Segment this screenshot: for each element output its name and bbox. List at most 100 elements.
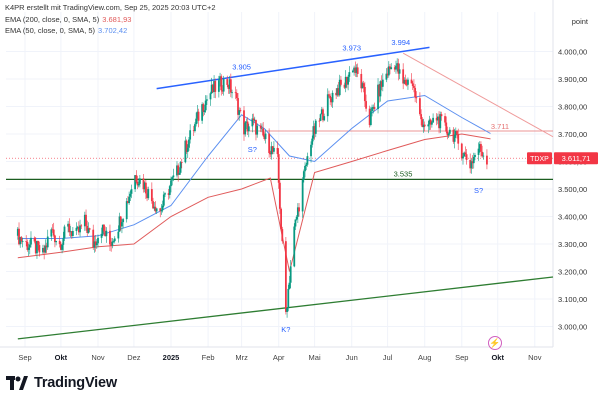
candle-body — [243, 110, 245, 135]
candle-body — [440, 114, 443, 117]
candle-body — [337, 88, 340, 96]
shoulder-label: S? — [248, 145, 257, 154]
candle-body — [19, 237, 22, 245]
candle-body — [396, 63, 399, 66]
candle-body — [125, 201, 128, 220]
candle-body — [330, 98, 333, 103]
candle-body — [369, 111, 372, 125]
candle-body — [195, 118, 198, 125]
candle-body — [137, 183, 140, 186]
tradingview-logo-icon — [6, 376, 28, 390]
candle-body — [395, 65, 397, 70]
candle-body — [177, 165, 180, 175]
x-tick-label: Nov — [91, 353, 105, 362]
ema50-legend-label: EMA (50, close, 0, SMA, 5) — [5, 26, 96, 35]
candle-body — [153, 206, 156, 209]
ema200-legend-label: EMA (200, close, 0, SMA, 5) — [5, 15, 100, 24]
candle-body — [472, 156, 475, 164]
candle-body — [436, 116, 439, 121]
candle-body — [397, 63, 400, 74]
peak-label: 3.973 — [342, 44, 361, 53]
candle-body — [109, 230, 111, 245]
candle-body — [67, 223, 69, 227]
candle-body — [361, 83, 364, 89]
x-tick-label: Nov — [528, 353, 542, 362]
y-tick-label: 4.000,00 — [558, 48, 587, 57]
candle-body — [329, 95, 332, 99]
down-trendline — [402, 52, 554, 138]
shoulder-label: S? — [474, 186, 483, 195]
candle-body — [456, 130, 458, 135]
candle-body — [264, 133, 267, 140]
candle-body — [229, 79, 232, 93]
candle-body — [454, 130, 457, 135]
candle-body — [176, 165, 178, 176]
candle-body — [346, 76, 348, 85]
candle-body — [301, 179, 304, 212]
candle-body — [136, 181, 139, 186]
ema50-legend[interactable]: EMA (50, close, 0, SMA, 5) 3.702,42 — [5, 26, 127, 35]
candle-body — [34, 241, 37, 254]
candle-body — [161, 205, 164, 211]
candle-body — [320, 109, 323, 115]
candle-body — [373, 106, 376, 110]
candle-body — [159, 208, 162, 212]
candle-body — [328, 94, 330, 96]
candle-body — [50, 229, 53, 237]
candle-body — [471, 161, 474, 164]
candle-body — [429, 119, 432, 125]
candle-body — [296, 207, 299, 217]
candle-body — [42, 247, 44, 253]
candle-body — [211, 84, 214, 93]
candle-body — [447, 133, 450, 136]
candle-body — [422, 124, 425, 128]
candle-body — [331, 92, 334, 103]
candle-body — [69, 231, 72, 233]
tradingview-brand[interactable]: TradingView — [6, 373, 117, 393]
candle-body — [87, 228, 90, 233]
candle-body — [238, 110, 241, 115]
candle-body — [486, 155, 488, 165]
candle-body — [192, 130, 195, 132]
candle-body — [319, 114, 322, 121]
candle-body — [276, 147, 279, 155]
candle-body — [411, 83, 414, 86]
candle-body — [253, 120, 256, 121]
candle-body — [435, 117, 438, 121]
candle-body — [463, 152, 466, 157]
candle-body — [244, 122, 247, 135]
candle-body — [457, 134, 460, 144]
candle-body — [97, 237, 99, 244]
candle-body — [398, 69, 401, 74]
candle-body — [482, 155, 485, 157]
candle-body — [318, 120, 321, 122]
candle-body — [245, 121, 248, 123]
ema50-line — [17, 94, 491, 239]
y-axis-title: point — [572, 17, 589, 26]
candle-body — [118, 216, 121, 232]
candle-body — [144, 182, 147, 194]
candle-body — [150, 189, 153, 202]
y-tick-label: 3.700,00 — [558, 130, 587, 139]
candle-body — [414, 87, 417, 98]
candle-body — [202, 104, 205, 113]
candle-body — [261, 128, 263, 130]
candle-body — [235, 93, 238, 99]
candle-body — [469, 159, 472, 169]
x-tick-label: Sep — [455, 353, 468, 362]
candle-body — [464, 152, 467, 155]
x-tick-label: Okt — [491, 353, 504, 362]
candle-body — [430, 122, 433, 125]
candle-body — [214, 81, 217, 92]
candle-body — [112, 241, 115, 242]
support-label: 3.535 — [394, 169, 413, 178]
candle-body — [312, 126, 315, 139]
candle-body — [37, 240, 40, 246]
lightning-icon[interactable]: ⚡ — [488, 336, 502, 350]
candle-body — [117, 231, 120, 239]
candle-body — [294, 219, 297, 227]
ema200-legend[interactable]: EMA (200, close, 0, SMA, 5) 3.681,93 — [5, 15, 131, 24]
candle-body — [280, 208, 282, 230]
candle-body — [246, 121, 249, 132]
